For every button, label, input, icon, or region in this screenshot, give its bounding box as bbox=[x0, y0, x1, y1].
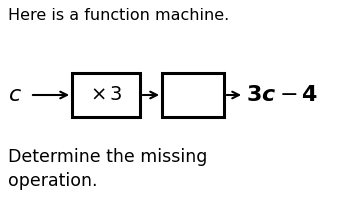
Text: $c$: $c$ bbox=[8, 85, 22, 105]
Text: Determine the missing: Determine the missing bbox=[8, 148, 207, 166]
Bar bbox=[162, 73, 224, 117]
Text: $\times\,3$: $\times\,3$ bbox=[90, 86, 122, 104]
Bar bbox=[72, 73, 140, 117]
Text: $\mathbf{3}\boldsymbol{c} - \mathbf{4}$: $\mathbf{3}\boldsymbol{c} - \mathbf{4}$ bbox=[246, 85, 318, 105]
Text: operation.: operation. bbox=[8, 172, 97, 190]
Text: Here is a function machine.: Here is a function machine. bbox=[8, 8, 229, 23]
